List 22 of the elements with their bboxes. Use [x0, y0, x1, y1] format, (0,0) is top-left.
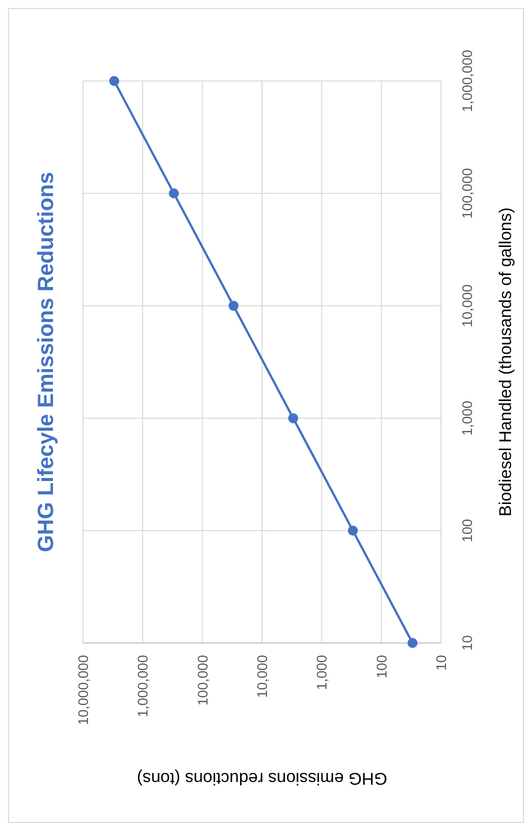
- x-tick-label: 10: [433, 654, 449, 671]
- x-tick-label: 10,000,000: [75, 654, 91, 726]
- y-tick-label: 10: [459, 635, 475, 651]
- x-tick-label: 1,000: [314, 654, 330, 690]
- x-tick-label: 100: [373, 654, 390, 678]
- y-tick-label: 1,000: [459, 400, 475, 436]
- point: [348, 526, 358, 536]
- point: [408, 638, 418, 648]
- x-tick-label: 10,000: [254, 654, 270, 698]
- y-tick-label: 1,000,000: [459, 50, 475, 112]
- x-axis-title: GHG emissions reductions (tons): [136, 769, 388, 788]
- y-tick-label: 100: [459, 518, 475, 542]
- y-tick-label: 10,000: [459, 284, 475, 328]
- x-tick-label: 100,000: [194, 654, 210, 706]
- y-axis-title: Biodiesel Handled (thousands of gallons): [496, 207, 515, 517]
- text: GHG Lifecyle Emissions Reductions: [33, 172, 58, 552]
- y-tick-label: 100,000: [459, 168, 475, 219]
- x-tick-label: 1,000,000: [134, 654, 151, 718]
- point: [109, 76, 120, 86]
- point: [168, 188, 179, 198]
- point: [288, 413, 298, 424]
- point: [228, 300, 239, 311]
